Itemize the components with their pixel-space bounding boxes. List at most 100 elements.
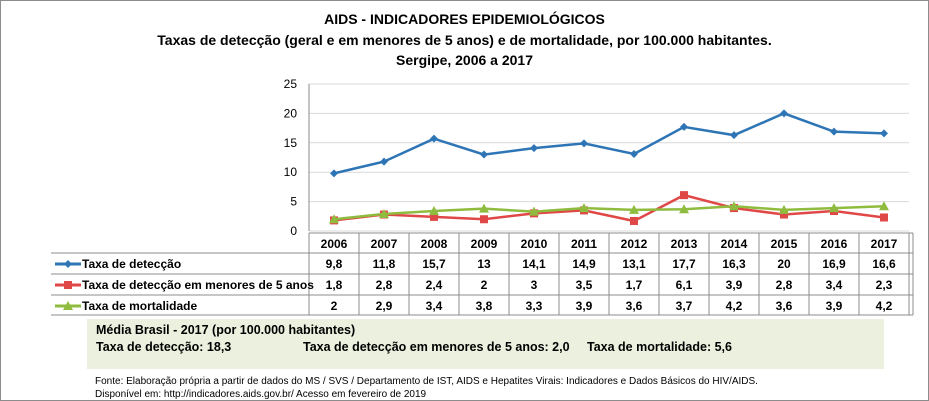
y-tick-label: 25: [284, 77, 298, 91]
data-label: 20: [777, 257, 791, 271]
x-tick-label: 2012: [621, 237, 648, 251]
x-tick-label: 2015: [771, 237, 798, 251]
data-label: 15,7: [422, 257, 446, 271]
data-point: [830, 127, 838, 136]
x-tick-label: 2006: [321, 237, 348, 251]
data-label: 3,4: [426, 299, 443, 313]
y-tick-label: 20: [284, 106, 298, 120]
data-label: 4,2: [876, 299, 893, 313]
data-point: [729, 201, 739, 211]
note-item: Taxa de detecção: 18,3: [96, 340, 232, 354]
data-label: 16,6: [872, 257, 896, 271]
data-label: 14,1: [522, 257, 546, 271]
data-point: [429, 206, 439, 216]
data-label: 13: [477, 257, 491, 271]
data-label: 2,3: [876, 278, 893, 292]
data-point: [480, 150, 488, 159]
data-label: 11,8: [373, 257, 396, 271]
data-point: [480, 215, 488, 224]
data-point: [679, 204, 689, 214]
data-label: 3,3: [526, 299, 543, 313]
data-point: [829, 203, 839, 213]
data-label: 2,9: [376, 299, 393, 313]
data-point: [580, 139, 588, 148]
data-point: [479, 203, 489, 213]
data-point: [579, 203, 589, 213]
data-label: 3,9: [826, 299, 843, 313]
data-point: [879, 201, 889, 211]
legend-marker: [64, 260, 72, 268]
x-tick-label: 2017: [871, 237, 898, 251]
note-item: Taxa de mortalidade: 5,6: [587, 340, 732, 354]
data-label: 2: [481, 278, 488, 292]
data-point: [680, 122, 688, 131]
data-point: [430, 212, 438, 221]
data-label: 3: [531, 278, 538, 292]
data-label: 2: [331, 299, 338, 313]
data-point: [430, 134, 438, 143]
legend-label: Taxa de detecção em menores de 5 anos: [82, 278, 314, 292]
data-label: 13,1: [622, 257, 646, 271]
chart-subtitle-2: Sergipe, 2006 a 2017: [396, 52, 533, 68]
data-label: 2,4: [426, 278, 443, 292]
y-tick-label: 15: [284, 136, 298, 150]
legend-marker: [64, 281, 72, 289]
y-tick-label: 0: [290, 224, 297, 238]
data-label: 1,7: [626, 278, 643, 292]
data-label: 3,7: [676, 299, 693, 313]
data-label: 3,6: [776, 299, 793, 313]
note-heading: Média Brasil - 2017 (por 100.000 habitan…: [96, 323, 356, 337]
source-note: Fonte: Elaboração própria a partir de da…: [95, 375, 758, 400]
y-tick-label: 5: [290, 195, 297, 209]
legend-label: Taxa de detecção: [82, 257, 181, 271]
data-point: [780, 109, 788, 118]
data-point: [630, 217, 638, 226]
data-label: 9,8: [326, 257, 343, 271]
data-label: 3,5: [576, 278, 593, 292]
data-label: 2,8: [776, 278, 793, 292]
x-tick-label: 2011: [571, 237, 597, 251]
data-label: 3,6: [626, 299, 643, 313]
data-point: [529, 206, 539, 216]
data-point: [379, 208, 389, 218]
data-point: [380, 157, 388, 166]
data-point: [730, 131, 738, 140]
x-tick-label: 2014: [721, 237, 748, 251]
source-line: Fonte: Elaboração própria a partir de da…: [95, 376, 758, 387]
x-tick-label: 2013: [671, 237, 698, 251]
x-tick-label: 2010: [521, 237, 548, 251]
y-tick-label: 10: [284, 165, 298, 179]
data-label: 1,8: [326, 278, 343, 292]
data-point: [680, 191, 688, 200]
data-label: 14,9: [572, 257, 596, 271]
data-label: 2,8: [376, 278, 393, 292]
legend-marker: [63, 301, 73, 310]
data-point: [629, 204, 639, 214]
data-label: 3,9: [726, 278, 743, 292]
data-point: [630, 149, 638, 158]
data-point: [779, 204, 789, 214]
brazil-average-box: Média Brasil - 2017 (por 100.000 habitan…: [87, 319, 884, 369]
data-point: [880, 129, 888, 138]
data-point: [329, 214, 339, 224]
series-line: [333, 193, 885, 223]
series-line: [333, 112, 885, 175]
chart-subtitle: Taxas de detecção (geral e em menores de…: [157, 32, 772, 48]
data-label: 16,3: [722, 257, 746, 271]
data-point: [780, 210, 788, 219]
data-label: 3,9: [576, 299, 593, 313]
x-tick-label: 2007: [371, 237, 398, 251]
data-label: 3,8: [476, 299, 493, 313]
data-label: 17,7: [672, 257, 696, 271]
data-label: 16,9: [822, 257, 846, 271]
data-label: 3,4: [826, 278, 843, 292]
series-line: [333, 205, 885, 221]
x-tick-label: 2009: [471, 237, 498, 251]
data-point: [880, 213, 888, 222]
data-label: 6,1: [676, 278, 693, 292]
chart-title: AIDS - INDICADORES EPIDEMIOLÓGICOS: [324, 11, 605, 27]
x-tick-label: 2016: [821, 237, 848, 251]
x-tick-label: 2008: [421, 237, 448, 251]
data-point: [330, 169, 338, 178]
